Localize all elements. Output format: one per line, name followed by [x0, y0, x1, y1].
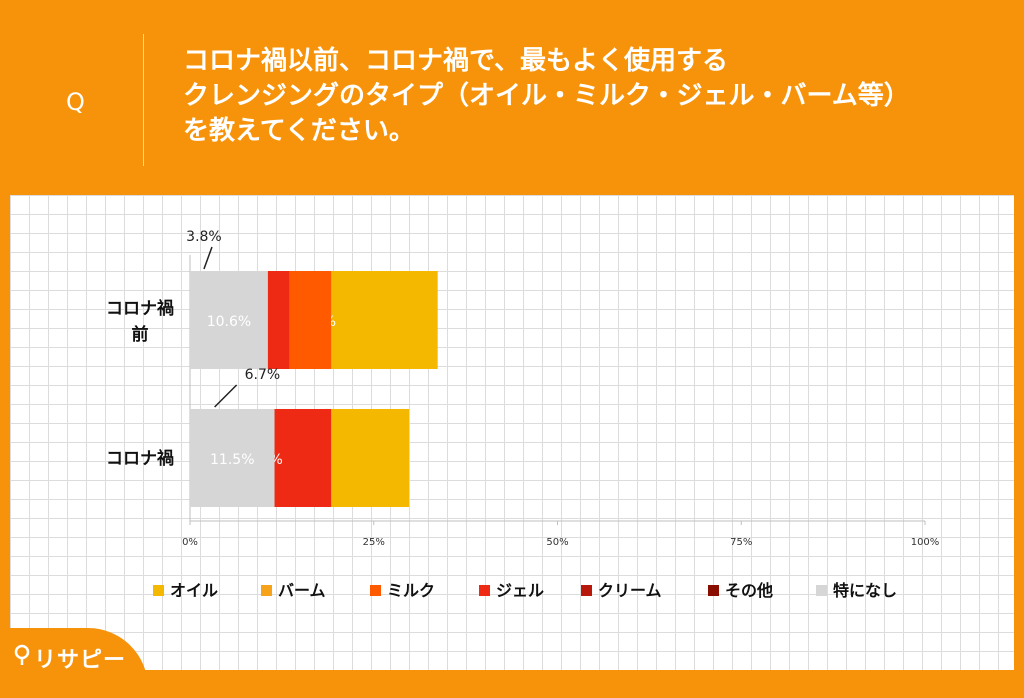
legend-label-1: バーム — [278, 581, 326, 600]
bar-segment-1-6 — [190, 409, 275, 507]
category-label-0-line2: 前 — [132, 324, 149, 345]
pin-icon — [14, 644, 30, 665]
leader-line-1 — [214, 384, 238, 408]
data-label-0-5: 3.8% — [186, 229, 222, 245]
x-tick-label-1: 25% — [363, 537, 385, 548]
chart-panel: 33.7%9.6%19.2%13.5%9.6%3.8%10.6%コロナ禍前29.… — [10, 195, 1014, 670]
legend-swatch-2 — [370, 585, 381, 596]
legend-label-3: ジェル — [496, 581, 544, 600]
data-label-1-6: 11.5% — [210, 452, 254, 468]
data-label-0-6: 10.6% — [207, 314, 251, 330]
header: Q コロナ禍以前、コロナ禍で、最もよく使用する クレンジングのタイプ（オイル・ミ… — [0, 0, 1024, 195]
bar-segment-0-6 — [190, 271, 268, 369]
legend-swatch-3 — [479, 585, 490, 596]
legend-swatch-4 — [581, 585, 592, 596]
question-line-3: を教えてください。 — [183, 116, 415, 146]
legend-swatch-5 — [708, 585, 719, 596]
legend-swatch-0 — [153, 585, 164, 596]
category-label-1-line1: コロナ禍 — [106, 448, 174, 469]
legend-label-0: オイル — [170, 581, 218, 600]
legend-label-4: クリーム — [598, 581, 662, 600]
question-text: コロナ禍以前、コロナ禍で、最もよく使用する クレンジングのタイプ（オイル・ミルク… — [183, 44, 1003, 149]
question-line-1: コロナ禍以前、コロナ禍で、最もよく使用する — [183, 46, 728, 76]
legend-label-5: その他 — [725, 581, 773, 600]
stacked-bar-chart: 33.7%9.6%19.2%13.5%9.6%3.8%10.6%コロナ禍前29.… — [106, 229, 940, 600]
data-label-1-5: 6.7% — [245, 367, 281, 383]
question-line-2: クレンジングのタイプ（オイル・ミルク・ジェル・バーム等） — [183, 81, 910, 111]
legend-swatch-1 — [261, 585, 272, 596]
header-divider — [143, 34, 144, 166]
legend-label-6: 特になし — [833, 581, 897, 600]
leader-line-0 — [203, 246, 213, 270]
x-tick-label-2: 50% — [546, 537, 568, 548]
category-label-0-line1: コロナ禍 — [106, 298, 174, 319]
legend-label-2: ミルク — [387, 581, 435, 600]
question-marker: Q — [66, 88, 85, 116]
brand-logo: リサピー — [34, 648, 127, 673]
legend-swatch-6 — [816, 585, 827, 596]
x-tick-label-0: 0% — [182, 537, 198, 548]
x-tick-label-3: 75% — [730, 537, 752, 548]
x-tick-label-4: 100% — [911, 537, 940, 548]
